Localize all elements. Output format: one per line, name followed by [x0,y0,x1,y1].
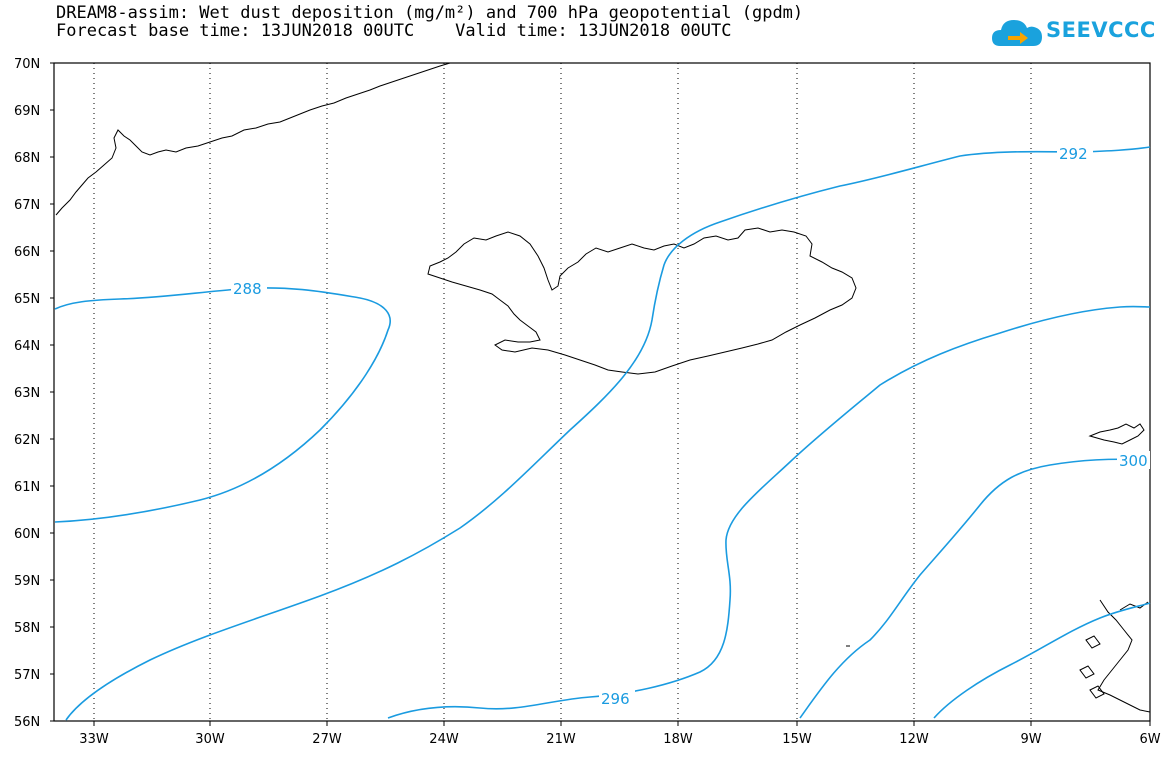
lon-label: 6W [1139,732,1160,747]
contour-304 [933,602,1151,719]
lat-label: 70N [14,57,40,72]
cloud-icon [992,20,1042,46]
lat-label: 65N [14,292,40,307]
map-frame [53,62,1151,722]
lat-label: 66N [14,245,40,260]
lat-label: 68N [14,151,40,166]
tick-marks [50,62,1151,726]
logo-text: SEEVCCC [1046,18,1156,42]
lon-label: 27W [312,732,342,747]
lon-label: 9W [1020,732,1041,747]
lat-label: 64N [14,339,40,354]
lat-label: 59N [14,574,40,589]
lat-label: 57N [14,668,40,683]
contour-label-300: 300 [1119,452,1148,470]
gridlines [93,63,1032,721]
seevccc-logo: SEEVCCC [990,14,1155,54]
contour-296 [387,305,1151,719]
coastlines [55,62,1151,713]
lat-label: 69N [14,104,40,119]
lon-label: 24W [429,732,459,747]
geopotential-contours [54,146,1151,721]
lon-label: 33W [79,732,109,747]
lon-label: 15W [782,732,812,747]
longitude-labels: 33W 30W 27W 24W 21W 18W 15W 12W 9W 6W [79,732,1160,747]
contour-label-292: 292 [1059,145,1088,163]
faroe-coastline [1088,423,1145,445]
greenland-coastline [55,62,451,216]
lon-label: 12W [899,732,929,747]
lat-label: 63N [14,386,40,401]
contour-label-288: 288 [233,280,262,298]
lat-label: 58N [14,621,40,636]
lon-label: 30W [195,732,225,747]
iceland-coastline [427,227,857,375]
contour-label-296: 296 [601,690,630,708]
lat-label: 62N [14,433,40,448]
contour-labels: 288 292 296 300 [231,144,1150,708]
contour-300 [799,458,1151,719]
lat-label: 56N [14,715,40,730]
latitude-labels: 70N 69N 68N 67N 66N 65N 64N 63N 62N 61N … [14,57,40,730]
contour-288 [54,287,391,523]
contour-292 [65,146,1151,721]
lat-label: 61N [14,480,40,495]
lat-label: 67N [14,198,40,213]
lon-label: 21W [546,732,576,747]
scotland-islands [1079,601,1149,699]
scotland-coastline [1097,599,1151,713]
map-title-line2: Forecast base time: 13JUN2018 00UTC Vali… [56,21,732,41]
lon-label: 18W [663,732,693,747]
map-title-line1: DREAM8-assim: Wet dust deposition (mg/m²… [56,3,804,23]
lat-label: 60N [14,527,40,542]
